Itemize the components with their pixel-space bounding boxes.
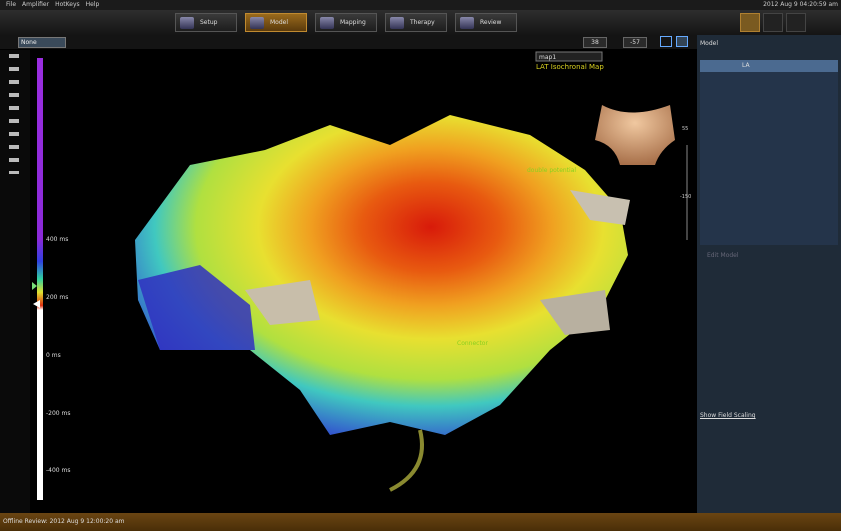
tab-label: Review	[480, 19, 502, 26]
view-button[interactable]	[786, 13, 806, 32]
tab-label: Therapy	[410, 19, 435, 26]
atrium-mesh	[135, 115, 628, 435]
map-type: LAT Isochronal Map	[536, 63, 604, 71]
tab[interactable]: Therapy	[385, 13, 447, 32]
side-panel: Model LA Edit Model Show Field Scaling	[697, 35, 841, 513]
scale-marker	[33, 300, 40, 308]
filter-dropdown[interactable]: None	[18, 37, 66, 48]
tab-label: Mapping	[340, 19, 366, 26]
map-view: 400 ms 200 ms 0 ms -200 ms -400 ms map1 …	[32, 51, 691, 500]
annotation: Connector	[457, 340, 488, 347]
catheter	[389, 429, 424, 492]
tab-bar: Setup Model Mapping Therapy Review	[0, 10, 841, 35]
view-button[interactable]	[763, 13, 783, 32]
view-button[interactable]	[740, 13, 760, 32]
panel-title: Model	[700, 40, 719, 47]
tab[interactable]: Mapping	[315, 13, 377, 32]
tool-icons[interactable]	[9, 54, 19, 174]
color-scale	[37, 58, 43, 500]
menu-item[interactable]: Help	[85, 1, 100, 8]
scale-label: 200 ms	[46, 294, 68, 301]
layer-row[interactable]: LA	[700, 60, 838, 72]
layout-button[interactable]	[660, 36, 672, 47]
tool-column	[0, 50, 30, 513]
edit-model: Edit Model	[707, 252, 739, 259]
mesh-region	[138, 265, 255, 350]
annotation: double potential	[527, 167, 576, 174]
torso-orientation	[595, 105, 675, 165]
rotation-input[interactable]: -57	[623, 37, 647, 48]
mesh-region	[570, 190, 630, 225]
status-bar: Offline Review: 2012 Aug 9 12:00:20 am	[0, 513, 841, 531]
tab-label: Model	[270, 19, 289, 26]
scale-label: -200 ms	[46, 410, 71, 417]
menu-bar: File Amplifier HotKeys Help	[0, 0, 841, 10]
menu-item[interactable]: HotKeys	[55, 1, 80, 8]
scale-labels: 400 ms 200 ms 0 ms -200 ms -400 ms	[46, 236, 71, 474]
clock: 2012 Aug 9 04:20:59 am	[763, 1, 838, 8]
map-name: map1	[539, 54, 556, 61]
status-text: Offline Review: 2012 Aug 9 12:00:20 am	[3, 518, 125, 525]
mesh-region	[245, 280, 320, 325]
scale-marker	[32, 282, 37, 290]
tab[interactable]: Setup	[175, 13, 237, 32]
layout-button[interactable]	[676, 36, 688, 47]
map-dropdown[interactable]	[535, 51, 603, 62]
rotation-input[interactable]: 38	[583, 37, 607, 48]
slider-label: 55	[682, 126, 688, 132]
scale-label: -400 ms	[46, 467, 71, 474]
field-scaling-link[interactable]: Show Field Scaling	[700, 412, 756, 419]
menu-item[interactable]: File	[6, 1, 17, 8]
scale-label: 0 ms	[46, 352, 61, 359]
scale-label: 400 ms	[46, 236, 68, 243]
tab[interactable]: Review	[455, 13, 517, 32]
layer-name: LA	[742, 62, 750, 69]
menu-item[interactable]: Amplifier	[22, 1, 50, 8]
slider-label: -150	[680, 194, 691, 200]
layer-list	[700, 72, 838, 245]
tab[interactable]: Model	[245, 13, 307, 32]
tab-label: Setup	[200, 19, 218, 26]
toolbar	[0, 35, 697, 49]
mesh-region	[540, 290, 610, 335]
